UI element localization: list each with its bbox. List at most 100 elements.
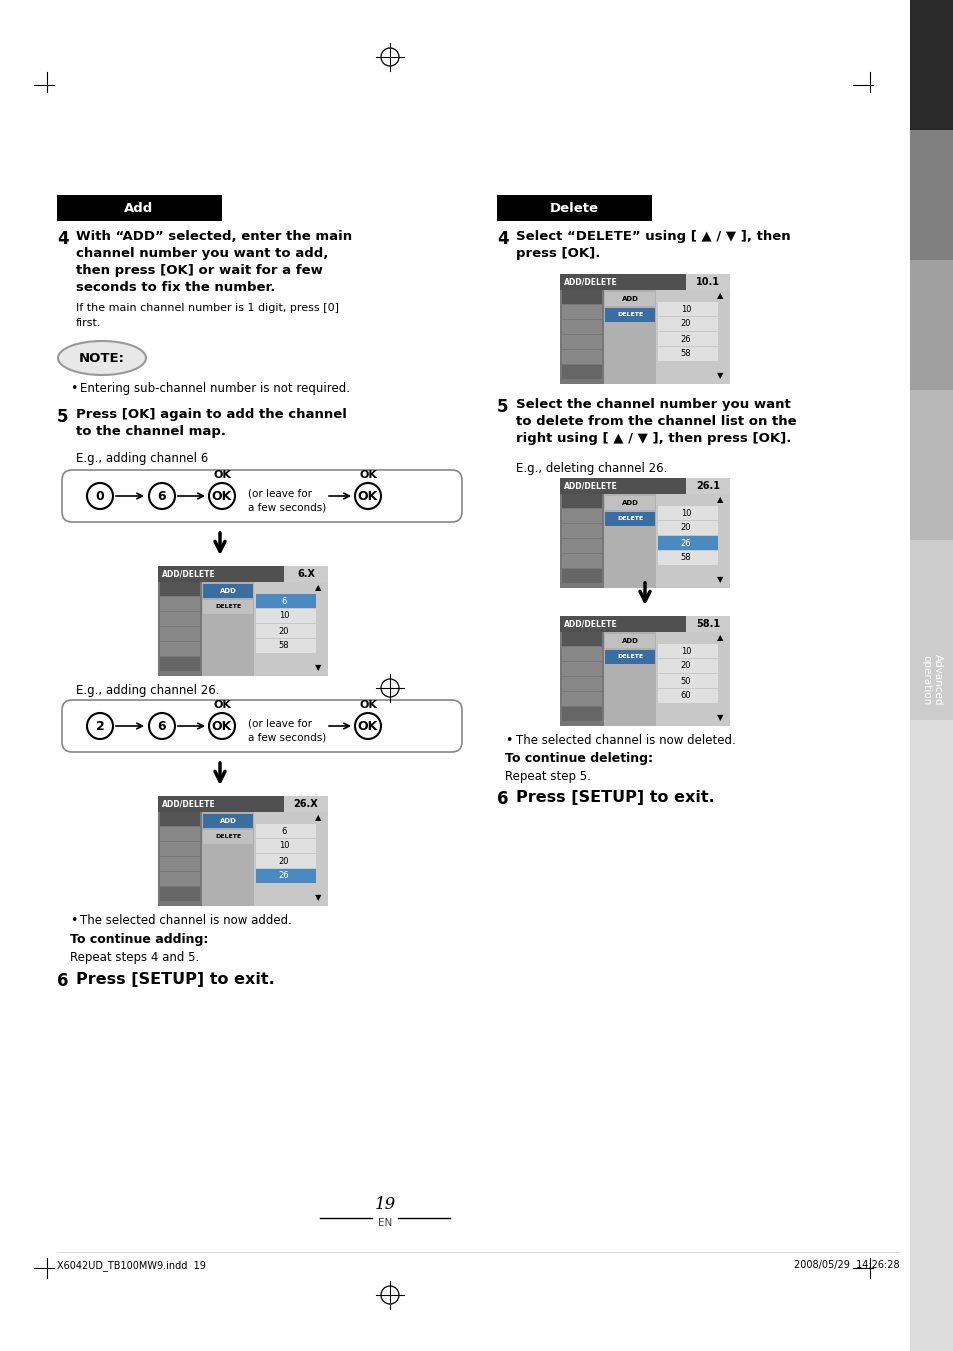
- Text: 6: 6: [281, 597, 287, 605]
- Bar: [559, 290, 603, 384]
- Text: DELETE: DELETE: [617, 312, 642, 317]
- Text: Delete: Delete: [549, 201, 598, 215]
- Bar: [559, 616, 729, 725]
- Ellipse shape: [58, 340, 146, 376]
- Text: to the channel map.: to the channel map.: [76, 426, 226, 438]
- Text: 26: 26: [278, 871, 289, 881]
- Text: then press [OK] or wait for a few: then press [OK] or wait for a few: [76, 263, 322, 277]
- Bar: [604, 634, 655, 648]
- Text: ▼: ▼: [314, 893, 321, 902]
- Bar: [561, 632, 601, 646]
- Text: 10: 10: [680, 647, 691, 655]
- Bar: [284, 566, 328, 582]
- Bar: [559, 274, 729, 384]
- Text: ADD/DELETE: ADD/DELETE: [563, 481, 618, 490]
- Bar: [203, 584, 253, 598]
- Text: Select “DELETE” using [ ▲ / ▼ ], then: Select “DELETE” using [ ▲ / ▼ ], then: [516, 230, 790, 243]
- Bar: [909, 0, 953, 130]
- Text: Press [SETUP] to exit.: Press [SETUP] to exit.: [76, 971, 274, 988]
- Text: 20: 20: [680, 319, 691, 328]
- Text: 58: 58: [278, 642, 289, 650]
- Text: To continue adding:: To continue adding:: [70, 934, 208, 946]
- Text: 6: 6: [57, 971, 69, 990]
- Text: •: •: [504, 734, 512, 747]
- Text: 58: 58: [680, 554, 691, 562]
- Text: ADD: ADD: [219, 588, 236, 594]
- Bar: [255, 624, 315, 638]
- Bar: [561, 290, 601, 304]
- Bar: [559, 616, 729, 632]
- Bar: [604, 650, 655, 663]
- Text: 20: 20: [278, 857, 289, 866]
- Bar: [561, 539, 601, 553]
- Bar: [255, 609, 315, 623]
- Text: To continue deleting:: To continue deleting:: [504, 753, 652, 765]
- Bar: [561, 707, 601, 721]
- Text: 20: 20: [278, 627, 289, 635]
- Bar: [603, 632, 656, 725]
- Bar: [561, 365, 601, 380]
- Text: channel number you want to add,: channel number you want to add,: [76, 247, 328, 259]
- Text: ▲: ▲: [314, 813, 321, 823]
- Text: ADD: ADD: [621, 500, 638, 507]
- Bar: [604, 292, 655, 305]
- Text: a few seconds): a few seconds): [248, 503, 326, 512]
- Bar: [561, 554, 601, 567]
- Bar: [685, 274, 729, 290]
- Text: 58.1: 58.1: [695, 619, 720, 630]
- Text: 4: 4: [57, 230, 69, 249]
- Bar: [658, 689, 718, 703]
- Text: E.g., adding channel 26.: E.g., adding channel 26.: [76, 684, 219, 697]
- FancyBboxPatch shape: [62, 470, 461, 521]
- Text: Add: Add: [124, 201, 153, 215]
- Text: 10.1: 10.1: [696, 277, 720, 286]
- Bar: [561, 692, 601, 707]
- Bar: [284, 796, 328, 812]
- Bar: [658, 659, 718, 673]
- Text: OK: OK: [357, 489, 377, 503]
- Text: ▲: ▲: [314, 584, 321, 593]
- Text: ▲: ▲: [716, 496, 722, 504]
- FancyBboxPatch shape: [62, 700, 461, 753]
- Bar: [255, 854, 315, 867]
- Bar: [561, 494, 601, 508]
- Circle shape: [87, 713, 112, 739]
- Bar: [561, 320, 601, 334]
- Text: ▼: ▼: [314, 663, 321, 673]
- Text: The selected channel is now deleted.: The selected channel is now deleted.: [516, 734, 735, 747]
- Text: OK: OK: [213, 470, 231, 480]
- Text: If the main channel number is 1 digit, press [0]: If the main channel number is 1 digit, p…: [76, 303, 338, 313]
- Text: 10: 10: [278, 612, 289, 620]
- Bar: [158, 566, 328, 582]
- Bar: [658, 317, 718, 331]
- Text: (or leave for: (or leave for: [248, 489, 312, 499]
- Text: DELETE: DELETE: [617, 654, 642, 659]
- Bar: [160, 857, 200, 871]
- Text: Select the channel number you want: Select the channel number you want: [516, 399, 790, 411]
- Text: OK: OK: [212, 720, 232, 732]
- Text: 2008/05/29  14:26:28: 2008/05/29 14:26:28: [794, 1260, 899, 1270]
- Bar: [160, 812, 200, 825]
- Text: ADD/DELETE: ADD/DELETE: [563, 277, 618, 286]
- Text: 6: 6: [157, 489, 166, 503]
- Bar: [160, 657, 200, 671]
- Text: 5: 5: [497, 399, 508, 416]
- Text: 10: 10: [680, 508, 691, 517]
- Bar: [909, 720, 953, 1351]
- Text: 0: 0: [95, 489, 104, 503]
- Bar: [160, 597, 200, 611]
- Bar: [909, 130, 953, 259]
- Text: 50: 50: [680, 677, 691, 685]
- Bar: [656, 632, 729, 725]
- Bar: [559, 478, 729, 494]
- Bar: [658, 521, 718, 535]
- Bar: [158, 566, 328, 676]
- Text: With “ADD” selected, enter the main: With “ADD” selected, enter the main: [76, 230, 352, 243]
- Text: 6: 6: [281, 827, 287, 835]
- Text: OK: OK: [357, 720, 377, 732]
- Bar: [160, 842, 200, 857]
- Bar: [559, 632, 603, 725]
- Bar: [604, 512, 655, 526]
- Text: Repeat steps 4 and 5.: Repeat steps 4 and 5.: [70, 951, 199, 965]
- Bar: [559, 478, 729, 588]
